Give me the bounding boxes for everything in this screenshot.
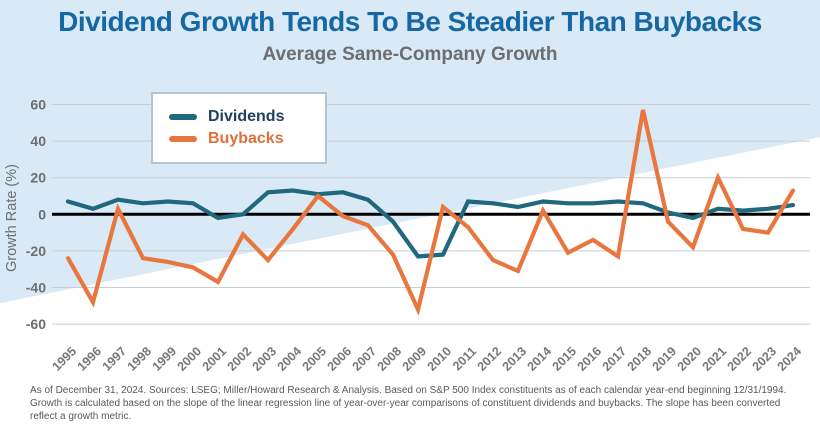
legend-item-dividends: Dividends — [169, 108, 309, 126]
series-line-dividends — [65, 188, 796, 259]
x-tick-label: 2007 — [350, 344, 380, 374]
y-tick-label: 40 — [30, 133, 46, 149]
x-tick-label: 1999 — [150, 344, 180, 374]
x-tick-label: 1998 — [125, 344, 155, 374]
y-tick-label: -40 — [26, 280, 46, 296]
x-tick-label: 2017 — [600, 344, 630, 374]
x-tick-label: 1995 — [50, 344, 80, 374]
x-tick-label: 2024 — [775, 344, 805, 374]
x-tick-label: 2013 — [500, 344, 530, 374]
y-tick-label: 0 — [38, 206, 46, 222]
x-tick-label: 2011 — [450, 344, 479, 373]
buybacks-line-swatch-icon — [169, 136, 197, 142]
x-tick-label: 1997 — [100, 344, 130, 374]
legend-dividends-label: Dividends — [208, 108, 285, 125]
x-tick-label: 2003 — [250, 344, 280, 374]
y-tick-label: -20 — [26, 243, 46, 259]
x-tick-label: 2014 — [525, 344, 555, 374]
x-tick-label: 2009 — [400, 344, 430, 374]
x-tick-label: 2020 — [675, 344, 705, 374]
x-tick-label: 2004 — [275, 344, 305, 374]
chart-legend: Dividends Buybacks — [151, 92, 327, 164]
x-tick-label: 2000 — [175, 344, 205, 374]
footnote-line-3: reflect a growth metric. — [30, 411, 132, 422]
y-tick-label: 60 — [30, 97, 46, 113]
x-tick-label: 2001 — [200, 344, 230, 374]
x-tick-label: 2006 — [325, 344, 355, 374]
x-tick-label: 2021 — [700, 344, 730, 374]
x-tick-label: 2012 — [475, 344, 505, 374]
dividends-line-swatch-icon — [169, 114, 197, 120]
x-tick-label: 2016 — [575, 344, 605, 374]
x-tick-label: 2019 — [650, 344, 680, 374]
chart-title: Dividend Growth Tends To Be Steadier Tha… — [58, 6, 762, 37]
footnote-line-2: Growth is calculated based on the slope … — [30, 398, 781, 409]
legend-buybacks-label: Buybacks — [208, 130, 284, 147]
x-tick-label: 1996 — [75, 344, 105, 374]
x-tick-label: 2018 — [625, 344, 655, 374]
footnote: As of December 31, 2024. Sources: LSEG; … — [30, 384, 805, 423]
chart-subtitle: Average Same-Company Growth — [262, 44, 558, 65]
legend-item-buybacks: Buybacks — [169, 130, 309, 148]
x-tick-label: 2010 — [425, 344, 455, 374]
x-tick-label: 2022 — [725, 344, 755, 374]
y-tick-label: 20 — [30, 170, 46, 186]
x-tick-label: 2023 — [750, 344, 780, 374]
series-line-buybacks — [65, 109, 796, 316]
x-tick-label: 2008 — [375, 344, 405, 374]
y-tick-label: -60 — [26, 316, 46, 332]
x-tick-label: 2002 — [225, 344, 255, 374]
footnote-line-1: As of December 31, 2024. Sources: LSEG; … — [30, 385, 787, 396]
x-tick-label: 2005 — [300, 344, 330, 374]
y-axis-label: Growth Rate (%) — [4, 164, 20, 272]
x-tick-label: 2015 — [550, 344, 580, 374]
